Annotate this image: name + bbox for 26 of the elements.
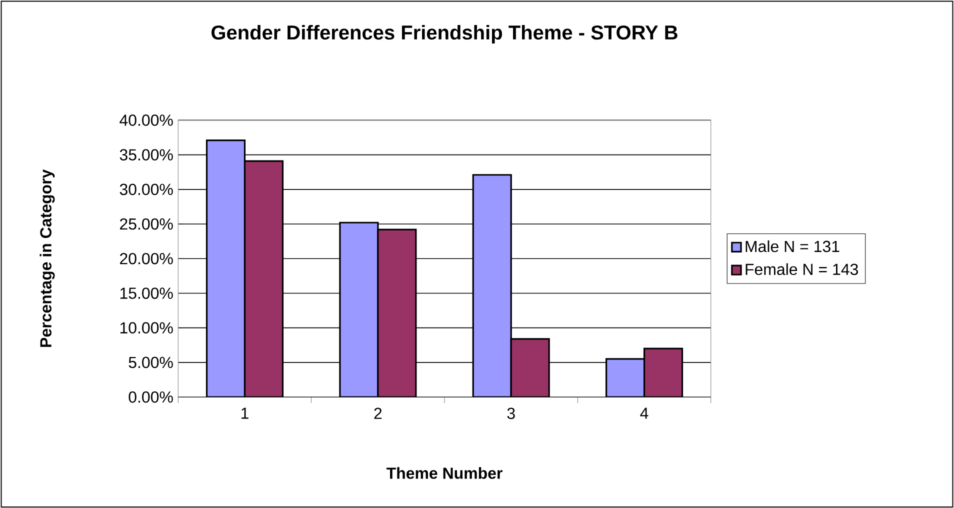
- y-tick-label: 25.00%: [120, 218, 173, 230]
- bar: [510, 338, 550, 397]
- y-tick-label: 15.00%: [120, 287, 173, 299]
- x-axis-title: Theme Number: [386, 467, 502, 479]
- y-tick-label: 40.00%: [120, 114, 173, 126]
- x-tick-label: 2: [374, 408, 382, 419]
- bar: [339, 222, 379, 397]
- chart-title: Gender Differences Friendship Theme - STORY B: [212, 24, 678, 44]
- x-tick-label: 3: [507, 408, 515, 419]
- bar: [643, 348, 684, 397]
- bar: [244, 160, 284, 397]
- bar: [377, 228, 417, 397]
- x-tick-label: 4: [640, 408, 648, 419]
- legend-label: Female N = 143: [746, 263, 858, 275]
- bar: [206, 139, 246, 397]
- bar: [606, 358, 646, 397]
- y-tick-label: 30.00%: [120, 184, 173, 195]
- legend-label: Male N = 131: [746, 240, 840, 252]
- y-axis-title: Percentage in Category: [40, 169, 55, 347]
- y-tick-label: 35.00%: [120, 149, 173, 160]
- x-tick-label: 1: [242, 408, 248, 419]
- y-tick-label: 20.00%: [120, 252, 173, 264]
- y-tick-label: 10.00%: [120, 322, 173, 334]
- y-tick-label: 0.00%: [128, 391, 173, 403]
- bar: [472, 174, 512, 397]
- y-tick-label: 5.00%: [128, 356, 173, 368]
